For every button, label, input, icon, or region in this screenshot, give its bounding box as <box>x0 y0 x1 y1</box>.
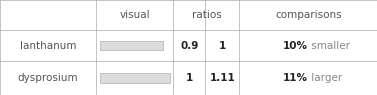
Text: 0.9: 0.9 <box>180 41 199 51</box>
Text: 10%: 10% <box>283 41 308 51</box>
Text: ratios: ratios <box>192 10 221 20</box>
Text: visual: visual <box>120 10 150 20</box>
Text: larger: larger <box>308 73 342 83</box>
Text: 1: 1 <box>186 73 193 83</box>
Text: smaller: smaller <box>308 41 350 51</box>
Bar <box>100 41 163 50</box>
Text: comparisons: comparisons <box>275 10 342 20</box>
Text: 1.11: 1.11 <box>210 73 235 83</box>
Bar <box>100 73 170 83</box>
Text: dysprosium: dysprosium <box>18 73 78 83</box>
Text: 1: 1 <box>219 41 226 51</box>
Text: lanthanum: lanthanum <box>20 41 76 51</box>
Text: 11%: 11% <box>283 73 308 83</box>
